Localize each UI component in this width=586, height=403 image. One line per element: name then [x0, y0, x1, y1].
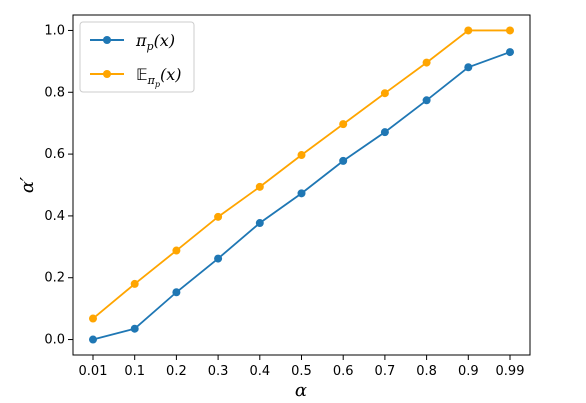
y-tick-label: 0.0 [44, 333, 65, 348]
series-0-point [339, 156, 348, 165]
x-tick-label: 0.01 [79, 364, 108, 379]
series-0-point [380, 128, 389, 137]
series-0-point [506, 48, 514, 57]
series-1-point [130, 279, 139, 288]
x-tick-label: 0.7 [375, 364, 396, 379]
series-1-point [380, 89, 389, 98]
y-tick-label: 0.6 [44, 147, 65, 162]
series-1-point [422, 58, 431, 67]
series-layer [89, 26, 514, 344]
series-1-point [172, 246, 181, 255]
y-axis-ticks: 0.0 0.2 0.4 0.6 0.8 1.0 [44, 23, 73, 348]
series-0-point [172, 288, 181, 297]
series-0-point [89, 335, 97, 344]
series-1-point [297, 151, 306, 160]
series-0-point [130, 324, 139, 333]
x-tick-label: 0.5 [291, 364, 312, 379]
x-tick-label: 0.6 [333, 364, 354, 379]
x-tick-label: 0.8 [416, 364, 437, 379]
y-tick-label: 0.4 [44, 209, 65, 224]
x-tick-label: 0.9 [458, 364, 479, 379]
series-0-point [464, 63, 473, 72]
x-tick-label: 0.2 [166, 364, 187, 379]
series-1-point [255, 182, 264, 191]
x-tick-label: 0.99 [496, 364, 525, 379]
series-1-point [89, 314, 97, 323]
series-0-point [255, 219, 264, 228]
series-1-point [464, 26, 473, 35]
y-tick-label: 0.2 [44, 271, 65, 286]
x-tick-label: 0.3 [208, 364, 229, 379]
legend-label-expect: 𝔼πp(x) [136, 65, 182, 89]
legend-marker-pi [103, 36, 111, 44]
y-tick-label: 0.8 [44, 85, 65, 100]
series-0-point [214, 254, 223, 263]
series-1-point [214, 212, 223, 221]
x-tick-label: 0.1 [124, 364, 145, 379]
series-0-point [297, 189, 306, 198]
y-axis-label: α′ [17, 177, 38, 193]
legend: πp(x) 𝔼πp(x) [79, 21, 195, 93]
legend-label-pi: πp(x) [135, 31, 175, 53]
series-1-point [506, 26, 514, 35]
series-1-point [339, 120, 348, 129]
y-tick-label: 1.0 [44, 23, 65, 38]
x-axis-label: α [295, 380, 307, 401]
series-0-point [422, 96, 431, 105]
legend-marker-expect [103, 70, 111, 78]
x-axis-ticks: 0.01 0.1 0.2 0.3 0.4 0.5 0.6 0.7 0.8 0.9 0.99 [79, 355, 525, 379]
x-tick-label: 0.4 [249, 364, 270, 379]
